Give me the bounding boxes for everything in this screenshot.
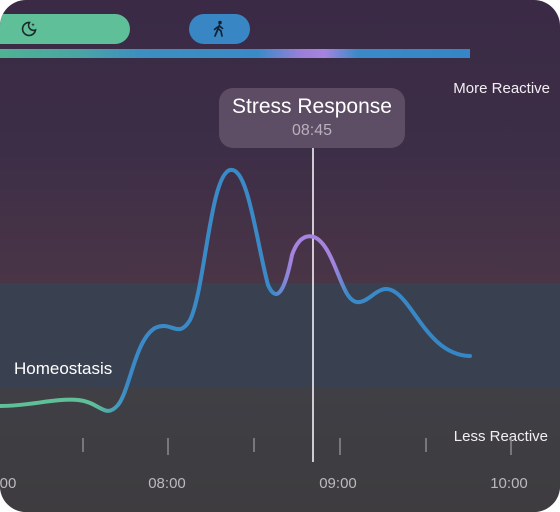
sleep-activity-pill[interactable]	[0, 14, 130, 44]
stress-response-tooltip: Stress Response 08:45	[219, 88, 405, 148]
time-label: 10:00	[490, 475, 528, 492]
activity-timeline-bar	[0, 49, 470, 58]
tooltip-time: 08:45	[291, 122, 333, 139]
time-label: 09:00	[319, 475, 357, 492]
stress-curve	[0, 168, 472, 413]
less-reactive-band	[0, 388, 560, 512]
homeostasis-label: Homeostasis	[14, 359, 113, 378]
more-reactive-label: More Reactive	[453, 80, 550, 97]
walking-person-icon	[211, 20, 227, 43]
time-label: 00	[0, 475, 17, 492]
tooltip-title: Stress Response	[232, 95, 392, 118]
walk-activity-pill[interactable]	[189, 14, 250, 44]
time-label: 08:00	[148, 475, 186, 492]
homeostasis-band	[0, 283, 560, 388]
less-reactive-label: Less Reactive	[453, 428, 548, 445]
moon-sleep-icon	[20, 20, 38, 43]
